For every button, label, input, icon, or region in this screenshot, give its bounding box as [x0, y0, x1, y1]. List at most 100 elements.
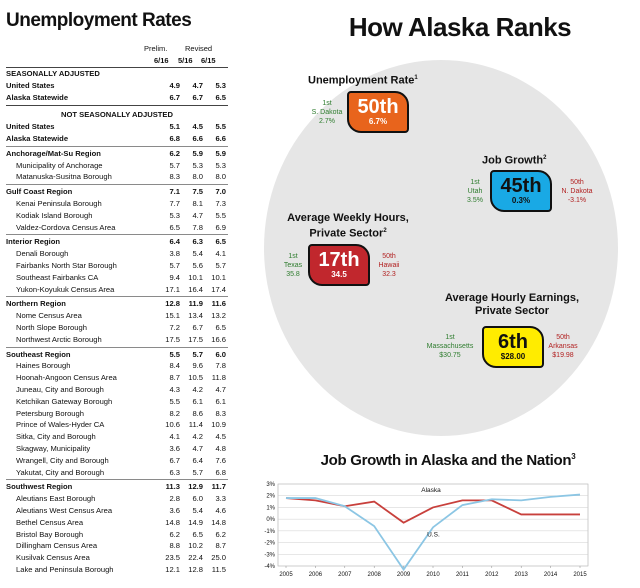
- col-header-3: 6/15: [201, 56, 216, 65]
- row-value: 6.0: [215, 349, 226, 359]
- row-value: 10.1: [188, 272, 203, 282]
- plot-frame: [277, 483, 589, 567]
- row-value: 8.0: [192, 172, 203, 182]
- row-value: 3.6: [169, 444, 180, 453]
- row-value: 14.8: [165, 517, 180, 527]
- hourly-earnings-worst: 50th Arkansas $19.98: [548, 334, 578, 359]
- row-label: Yukon-Koyukuk Census Area: [16, 284, 115, 294]
- table-row: Juneau, City and Borough 4.3 4.2 4.7: [6, 384, 228, 395]
- row-value: 6.9: [215, 222, 226, 232]
- row-label: Southwest Region: [6, 482, 73, 492]
- row-value: 12.8: [165, 299, 180, 309]
- col-header-1: 6/16: [154, 56, 169, 65]
- table-row: Bethel Census Area 14.8 14.9 14.8: [6, 517, 228, 528]
- row-label: Bristol Bay Borough: [16, 529, 84, 539]
- table-row: Southeast Fairbanks CA 9.4 10.1 10.1: [6, 272, 228, 283]
- x-tick-label: 2010: [426, 572, 440, 578]
- table-row: Southeast Region 5.5 5.7 6.0: [6, 349, 228, 360]
- row-value: 10.5: [188, 373, 203, 383]
- row-label: Southeast Region: [6, 349, 71, 359]
- row-value: 11.8: [211, 373, 226, 383]
- row-value: 11.5: [211, 565, 226, 574]
- table-row: Gulf Coast Region 7.1 7.5 7.0: [6, 186, 228, 197]
- row-value: 5.7: [192, 349, 203, 359]
- row-value: 5.4: [192, 506, 203, 515]
- row-label: Northern Region: [6, 299, 66, 309]
- row-value: 3.6: [169, 506, 180, 515]
- row-label: Northwest Arctic Borough: [16, 334, 102, 344]
- table-row: Interior Region 6.4 6.3 6.5: [6, 236, 228, 247]
- table-row: United States 5.1 4.5 5.5: [6, 121, 228, 132]
- row-value: 4.3: [169, 385, 180, 394]
- table-row: Municipality of Anchorage 5.7 5.3 5.3: [6, 160, 228, 171]
- row-value: 5.1: [169, 122, 180, 132]
- hourly-earnings-rank-title: Average Hourly Earnings, Private Sector: [444, 292, 580, 317]
- hourly-earnings-value: $28.00: [500, 352, 526, 361]
- y-tick-label: -4%: [264, 564, 275, 570]
- row-value: 7.8: [215, 361, 226, 371]
- x-tick-label: 2008: [368, 572, 382, 578]
- row-value: 5.9: [215, 148, 226, 158]
- table-title: Unemployment Rates: [6, 10, 192, 31]
- row-value: 5.3: [192, 160, 203, 170]
- row-value: 6.8: [215, 467, 226, 477]
- table-row: Fairbanks North Star Borough 5.7 5.6 5.7: [6, 260, 228, 271]
- row-value: 4.2: [192, 385, 203, 394]
- row-value: 3.8: [169, 249, 180, 259]
- x-tick-label: 2015: [573, 572, 587, 578]
- row-value: 3.3: [215, 494, 226, 504]
- row-label: Alaska Statewide: [6, 92, 69, 102]
- x-tick-label: 2014: [544, 572, 558, 578]
- row-label: Wrangell, City and Borough: [16, 455, 109, 465]
- row-value: 8.1: [192, 199, 203, 208]
- row-value: 7.2: [169, 323, 180, 332]
- unemployment-rank: 50th: [357, 96, 399, 118]
- table-row: Hoonah-Angoon Census Area 8.7 10.5 11.8: [6, 372, 228, 383]
- row-value: 13.4: [188, 311, 203, 321]
- table-row: Aleutians East Borough 2.8 6.0 3.3: [6, 493, 228, 504]
- row-value: 11.9: [188, 299, 203, 309]
- row-value: 4.7: [192, 80, 203, 90]
- table-row: Wrangell, City and Borough 6.7 6.4 7.6: [6, 455, 228, 466]
- row-value: 6.3: [192, 237, 203, 247]
- row-label: Skagway, Municipality: [16, 444, 91, 453]
- x-tick-label: 2011: [456, 572, 470, 578]
- row-label: Southeast Fairbanks CA: [16, 272, 99, 282]
- row-label: Petersburg Borough: [16, 408, 84, 418]
- row-value: 4.1: [215, 249, 226, 259]
- row-value: 6.5: [215, 92, 226, 102]
- weekly-hours-rank: 17th: [318, 249, 360, 271]
- x-tick-label: 2009: [397, 572, 411, 578]
- row-value: 10.6: [165, 420, 180, 430]
- y-tick-label: -2%: [264, 541, 275, 547]
- row-label: Gulf Coast Region: [6, 187, 73, 197]
- row-value: 5.3: [215, 160, 226, 170]
- row-label: Hoonah-Angoon Census Area: [16, 373, 117, 383]
- row-value: 4.5: [215, 432, 226, 442]
- row-value: 11.3: [165, 482, 180, 492]
- table-row: Alaska Statewide 6.7 6.7 6.5: [6, 92, 228, 103]
- row-value: 5.5: [215, 210, 226, 220]
- table-row: Aleutians West Census Area 3.6 5.4 4.6: [6, 505, 228, 516]
- row-label: Haines Borough: [16, 361, 71, 371]
- job-growth-chart: 3% 2% 1% 0% -1% -2% -3% -4% 2005 2006 2007 2008 2009…: [264, 482, 589, 578]
- row-value: 4.1: [169, 432, 180, 442]
- row-value: 9.4: [169, 272, 180, 282]
- row-value: 7.7: [169, 199, 180, 208]
- row-label: SEASONALLY ADJUSTED: [6, 69, 100, 78]
- row-value: 4.8: [215, 444, 226, 453]
- x-tick-label: 2012: [485, 572, 499, 578]
- table-row: Yukon-Koyukuk Census Area 17.1 16.4 17.4: [6, 284, 228, 295]
- job-growth-best: 1st Utah 3.5%: [467, 179, 483, 204]
- row-label: North Slope Borough: [16, 323, 87, 332]
- row-label: Denali Borough: [16, 249, 69, 259]
- row-value: 8.4: [169, 361, 180, 371]
- row-value: 4.7: [192, 210, 203, 220]
- row-value: 6.7: [169, 455, 180, 465]
- row-value: 17.5: [165, 334, 180, 344]
- table-rule: [6, 346, 228, 348]
- row-value: 14.8: [211, 517, 226, 527]
- row-value: 25.0: [211, 553, 226, 563]
- col-header-2: 5/16: [178, 56, 193, 65]
- row-value: 23.5: [165, 553, 180, 563]
